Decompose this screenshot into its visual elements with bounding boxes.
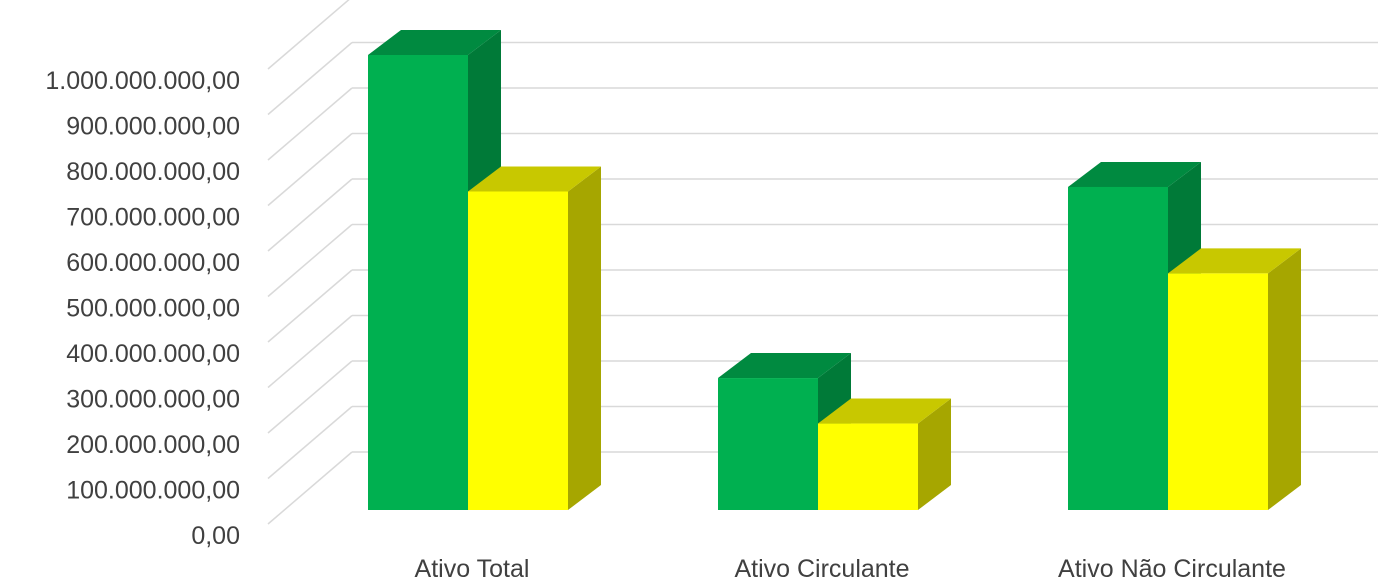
y-tick-label: 900.000.000,00 [66,113,240,141]
bar-front [368,55,468,510]
y-tick-label: 800.000.000,00 [66,158,240,186]
gridline-side [267,405,353,480]
bar-front [1068,186,1168,510]
y-tick-label: 300.000.000,00 [66,386,240,414]
bar-yellow [468,166,601,510]
y-tick-label: 1.000.000.000,00 [45,67,240,95]
bar-yellow [818,398,951,510]
bar-top [1068,161,1201,187]
bar-top [818,398,951,424]
y-tick-label: 600.000.000,00 [66,249,240,277]
gridline-side [267,178,353,252]
gridline-side [267,269,353,343]
bar-front [468,191,568,510]
bar-top [718,353,851,379]
bar-top [368,30,501,55]
bar-top [468,166,601,192]
x-axis-categories: Ativo Total Ativo Circulante Ativo Não Cir… [415,555,1286,581]
bar-green [368,30,501,510]
y-axis-ticks: 0,00 100.000.000,00 200.000.000,00 300.000.… [45,67,240,550]
bar-side [568,166,601,510]
bar-front [718,378,818,510]
y-tick-label: 100.000.000,00 [66,477,240,505]
gridline-side [267,451,353,525]
x-category-label: Ativo Circulante [734,555,909,581]
y-tick-label: 700.000.000,00 [66,204,240,232]
x-category-label: Ativo Total [415,555,530,581]
gridline-side [267,314,353,389]
y-tick-label: 0,00 [191,522,240,550]
gridline-side [267,0,350,70]
y-tick-label: 200.000.000,00 [66,431,240,459]
y-tick-label: 500.000.000,00 [66,295,240,323]
x-category-label: Ativo Não Circulante [1058,555,1286,581]
gridline-side [267,360,353,434]
bar-front [1168,273,1268,510]
bars-layer [368,30,1301,510]
bar-side [918,398,951,510]
gridline-side [267,223,353,298]
bar-top [1168,248,1301,274]
gridline-side [267,41,353,116]
gridline-side [267,132,353,207]
bar-front [818,423,918,510]
y-tick-label: 400.000.000,00 [66,340,240,368]
gridline-side [267,87,353,161]
bar-side [1268,248,1301,510]
bar-yellow [1168,248,1301,510]
